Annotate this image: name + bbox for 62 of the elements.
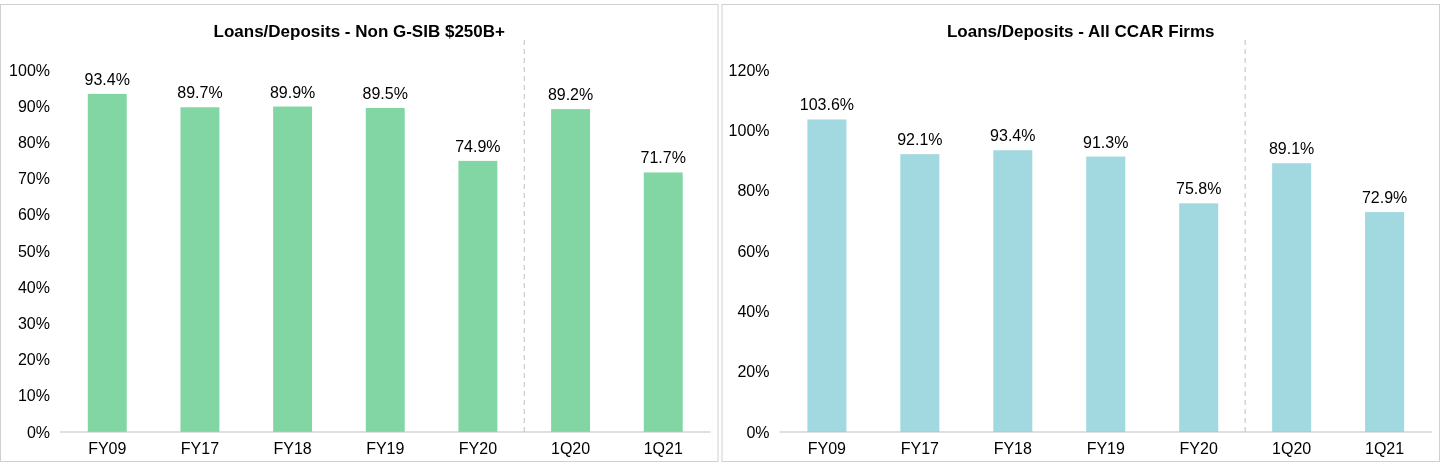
- x-tick-label: 1Q20: [1272, 440, 1312, 457]
- bar: [643, 172, 683, 432]
- data-label: 103.6%: [799, 96, 855, 114]
- bar: [1365, 212, 1405, 432]
- data-label: 89.5%: [362, 85, 408, 103]
- bar: [807, 119, 847, 432]
- x-tick-label: 1Q21: [1365, 440, 1405, 457]
- bar: [87, 93, 127, 432]
- data-label: 72.9%: [1361, 189, 1408, 207]
- y-tick-label: 60%: [17, 206, 50, 224]
- y-tick-label: 40%: [17, 278, 50, 296]
- bar: [458, 160, 498, 432]
- x-tick-label: FY19: [366, 440, 405, 457]
- data-label: 89.7%: [177, 84, 223, 102]
- bar: [365, 108, 405, 432]
- y-tick-label: 20%: [737, 363, 770, 381]
- chart-title: Loans/Deposits - All CCAR Firms: [946, 22, 1215, 41]
- bar: [993, 150, 1033, 432]
- bar: [900, 154, 940, 432]
- x-tick-label: FY17: [900, 440, 940, 457]
- bar: [551, 109, 591, 432]
- x-tick-label: 1Q21: [643, 440, 683, 457]
- y-tick-label: 0%: [746, 423, 770, 441]
- y-tick-label: 120%: [728, 61, 770, 79]
- y-tick-label: 10%: [17, 387, 50, 405]
- data-label: 74.9%: [455, 137, 501, 155]
- x-tick-label: FY17: [180, 440, 220, 457]
- y-tick-label: 100%: [728, 121, 770, 139]
- chart-title: Loans/Deposits - Non G-SIB $250B+: [213, 22, 506, 41]
- y-tick-label: 80%: [17, 134, 50, 151]
- y-tick-label: 80%: [737, 182, 770, 200]
- x-tick-label: FY20: [1179, 440, 1218, 457]
- x-tick-label: 1Q20: [551, 440, 591, 457]
- bar: [273, 106, 313, 432]
- y-tick-label: 70%: [17, 170, 50, 188]
- x-tick-label: FY20: [458, 440, 498, 457]
- data-label: 93.4%: [990, 127, 1036, 145]
- bar: [180, 107, 220, 432]
- data-label: 93.4%: [84, 70, 130, 88]
- bar: [1086, 156, 1126, 432]
- x-tick-label: FY09: [88, 440, 127, 457]
- y-tick-label: 30%: [17, 315, 50, 332]
- y-tick-label: 60%: [737, 242, 770, 260]
- y-tick-label: 20%: [17, 351, 50, 369]
- x-tick-label: FY18: [273, 440, 312, 457]
- bar: [1272, 163, 1312, 432]
- data-label: 75.8%: [1176, 180, 1222, 198]
- data-label: 89.2%: [547, 86, 594, 104]
- x-tick-label: FY19: [1086, 440, 1125, 457]
- bar: [1179, 203, 1219, 432]
- data-label: 71.7%: [640, 149, 686, 167]
- y-tick-label: 50%: [17, 242, 50, 260]
- data-label: 92.1%: [897, 131, 943, 149]
- y-tick-label: 90%: [17, 97, 50, 115]
- x-tick-label: FY18: [993, 440, 1033, 457]
- y-tick-label: 100%: [9, 61, 50, 79]
- y-tick-label: 40%: [737, 302, 770, 320]
- data-label: 89.1%: [1268, 140, 1315, 158]
- data-label: 91.3%: [1083, 133, 1129, 151]
- y-tick-label: 0%: [26, 423, 50, 441]
- x-tick-label: FY09: [807, 440, 847, 457]
- data-label: 89.9%: [269, 83, 316, 101]
